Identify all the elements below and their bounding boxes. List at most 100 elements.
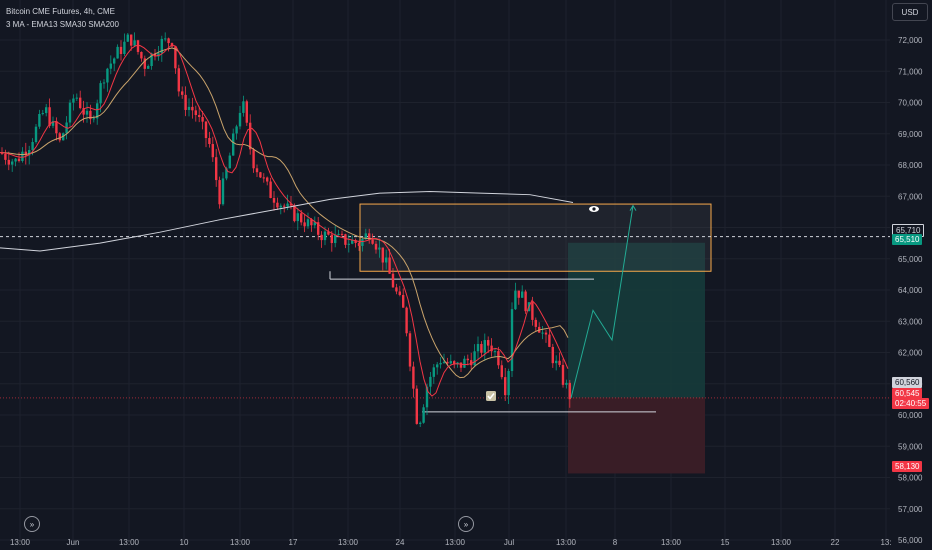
candle-body [334,234,337,244]
candle-body [232,133,235,156]
candle-body [388,257,391,274]
candle-body [276,202,279,208]
sma200-line [0,191,574,252]
candle-body [7,159,10,165]
candle-body [470,360,473,366]
candle-body [412,366,415,389]
candle-body [425,386,429,408]
candle-body [459,362,463,368]
time-axis-tick: 13:00 [119,538,140,547]
candle-body [405,307,408,334]
candle-body [150,53,153,67]
candle-body [565,382,568,385]
grid-lines [0,0,890,541]
checkmark-box [486,391,496,401]
candle-body [436,364,439,368]
candle-body [337,233,340,235]
time-axis-tick: 22 [831,538,840,547]
candle-body [476,343,480,352]
candle-body [402,294,405,308]
candle-body [429,376,432,387]
candle-body [102,82,106,84]
eye-icon [589,206,599,212]
scroll-left-button[interactable]: » [24,516,40,532]
candle-body [126,34,129,42]
scroll-to-realtime-button[interactable]: » [458,516,474,532]
time-axis-tick: 24 [396,538,405,547]
candle-body [296,213,299,222]
candle-body [34,126,38,143]
candle-body [89,110,92,120]
candle-body [544,332,548,335]
candle-body [0,152,4,154]
candles [0,32,571,428]
candle-body [4,153,7,160]
candle-body [310,219,313,226]
price-axis-tick: 57,000 [898,505,923,514]
target-price-tag: 65,510 [892,234,923,245]
candle-body [106,68,109,83]
currency-button[interactable]: USD [892,3,928,21]
candle-body [211,144,214,158]
candle-body [85,110,89,115]
candle-body [201,117,204,122]
price-axis-tick: 58,000 [898,474,923,483]
candle-body [136,40,140,52]
candle-body [55,121,58,134]
time-axis-tick: 13:00 [10,538,31,547]
candle-body [11,161,14,165]
countdown-tag: 02:40:55 [892,398,930,409]
candle-body [221,178,225,205]
candle-body [160,38,163,54]
candle-body [385,257,388,263]
time-axis-tick: 17 [289,538,298,547]
candle-body [521,291,524,298]
candle-body [109,63,112,69]
candle-body [113,58,116,64]
candle-body [381,247,384,263]
candle-body [340,233,344,235]
candle-body [548,334,551,347]
stop-price-tag: 58,130 [892,461,923,472]
candle-body [279,205,282,208]
candle-body [432,367,435,377]
candle-body [45,107,48,114]
candle-body [361,239,364,246]
candle-body [262,177,265,179]
candle-body [269,181,272,199]
price-axis-tick: 63,000 [898,317,923,326]
candle-body [330,234,333,244]
candle-body [21,151,24,162]
candle-body [181,91,184,95]
time-axis-tick: 8 [613,538,618,547]
candle-body [225,168,228,179]
candle-body [147,66,150,69]
candle-body [534,319,537,327]
price-axis-tick: 64,000 [898,286,923,295]
time-axis-tick: 13: [880,538,891,547]
candle-body [378,247,381,250]
candle-body [568,382,571,400]
candle-body [252,149,255,169]
chart-legend: Bitcoin CME Futures, 4h, CME 3 MA - EMA1… [6,5,119,31]
candle-body [422,407,425,423]
candle-body [351,240,354,244]
time-axis-tick: 13:00 [771,538,792,547]
candle-body [68,102,72,123]
time-axis-tick: 10 [180,538,189,547]
time-axis-tick: 13:00 [338,538,359,547]
candle-body [174,46,177,69]
candle-body [395,287,398,292]
candle-body [473,351,476,366]
candle-body [463,358,466,368]
double-chevron-right-icon: » [463,519,469,529]
candle-body [449,361,452,364]
candle-body [490,345,493,352]
candle-body [344,234,347,245]
candle-body [524,291,527,312]
price-axis-tick: 60,000 [898,411,923,420]
candle-body [374,243,378,250]
candle-body [446,361,449,364]
candle-body [116,46,119,59]
